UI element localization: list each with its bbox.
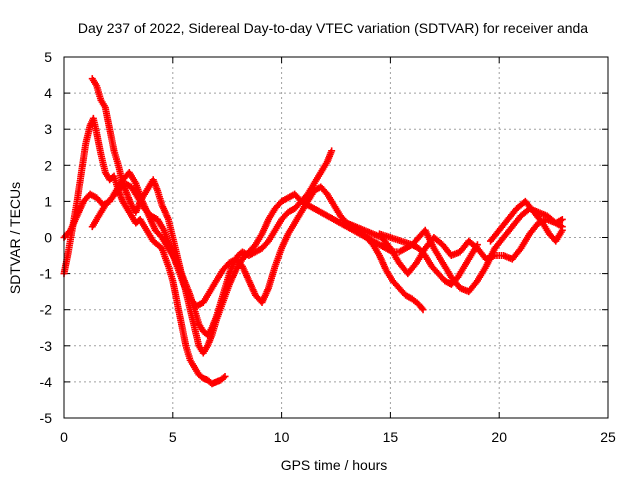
y-tick-label: -5 xyxy=(40,410,53,426)
y-axis-label: SDTVAR / TECUs xyxy=(7,182,23,294)
y-tick-label: 2 xyxy=(44,157,52,173)
series-marker-trail xyxy=(89,180,426,312)
axis-ticks: 0 5 10 15 20 25 -5 -4 -3 -2 -1 0 1 2 3 4 5 xyxy=(40,49,616,445)
plot-frame xyxy=(63,56,609,419)
x-tick-label: 15 xyxy=(383,429,399,445)
y-tick-label: -3 xyxy=(40,338,53,354)
y-tick-label: -1 xyxy=(40,266,53,282)
x-tick-label: 0 xyxy=(60,429,68,445)
y-tick-label: 1 xyxy=(44,193,52,209)
series-trace-4 xyxy=(88,179,427,314)
series-trace-7 xyxy=(486,197,566,245)
y-tick-label: -2 xyxy=(40,302,53,318)
x-tick-label: 25 xyxy=(600,429,616,445)
x-tick-label: 20 xyxy=(491,429,507,445)
series-marker-trail xyxy=(488,199,565,244)
y-tick-label: 3 xyxy=(44,121,52,137)
x-tick-label: 10 xyxy=(274,429,290,445)
y-tick-label: 4 xyxy=(44,85,52,101)
y-tick-label: 0 xyxy=(44,230,52,246)
x-axis-label: GPS time / hours xyxy=(281,457,388,473)
chart-title: Day 237 of 2022, Sidereal Day-to-day VTE… xyxy=(78,20,588,36)
series-marker-trail xyxy=(345,216,565,276)
grid xyxy=(64,57,608,418)
x-tick-label: 5 xyxy=(169,429,177,445)
y-tick-label: 5 xyxy=(44,49,52,65)
y-tick-label: -4 xyxy=(40,374,53,390)
